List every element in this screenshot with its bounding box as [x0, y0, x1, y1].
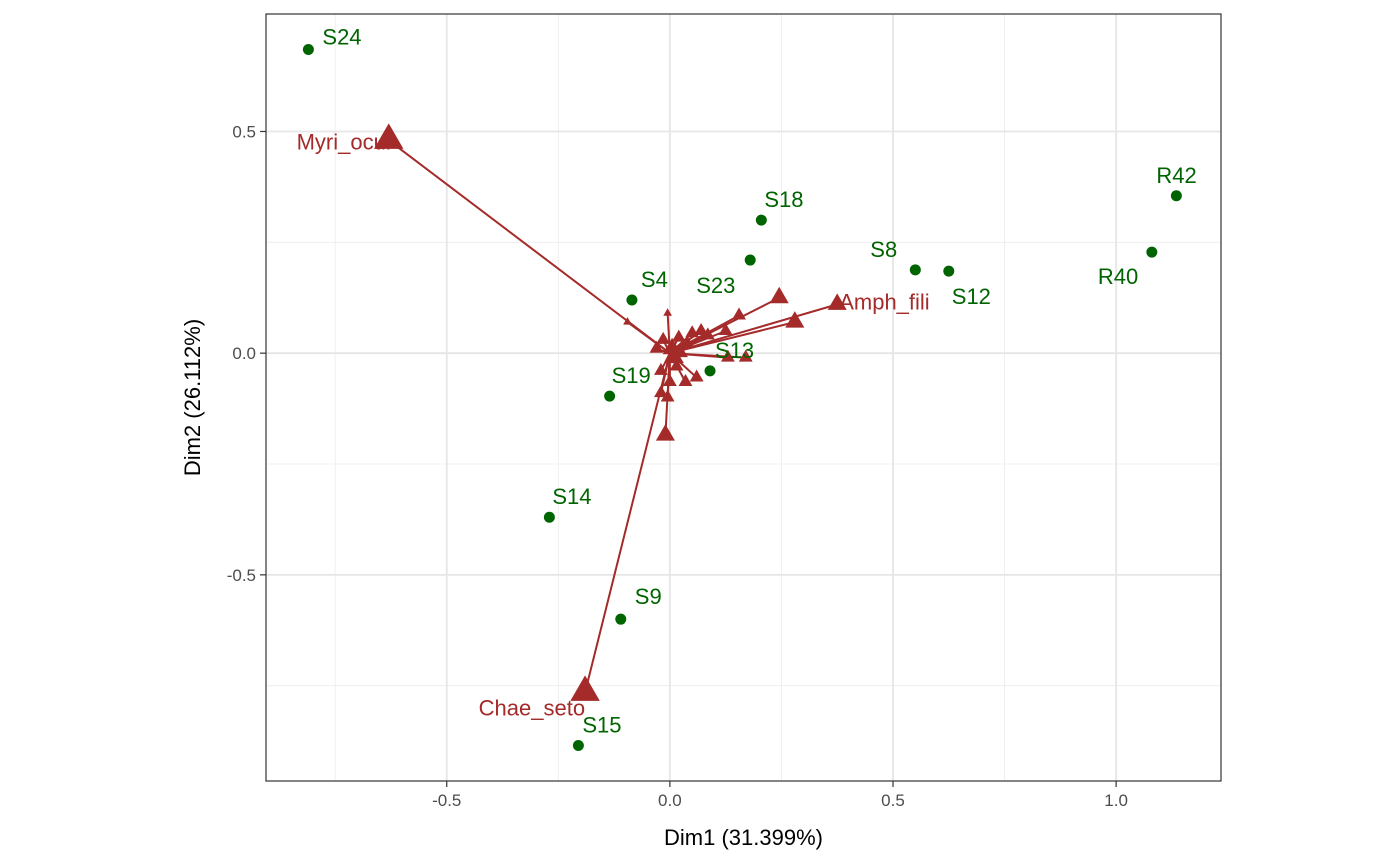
species-marker	[662, 337, 682, 355]
species-marker	[718, 322, 733, 335]
species-marker	[654, 362, 668, 375]
site-point	[755, 214, 767, 226]
y-tick-label: -0.5	[227, 566, 256, 585]
site-point	[604, 390, 616, 402]
species-marker	[570, 675, 600, 701]
species-marker	[732, 307, 746, 320]
axis-ticks: -0.5 0.0 0.5 1.0 -0.5 0.0 0.5	[227, 122, 1128, 810]
species-marker	[664, 346, 684, 364]
site-label: S12	[952, 284, 991, 309]
y-tick-label: 0.5	[232, 122, 256, 141]
site-label: S13	[715, 338, 754, 363]
species-marker	[680, 336, 695, 349]
site-label: S8	[870, 237, 897, 262]
species-marker	[694, 322, 709, 335]
y-tick-label: 0.0	[232, 344, 256, 363]
site-points	[302, 43, 1182, 752]
point-labels: S24 R42 S18 S8 S12 R40 S23 S4 S13 S19 S14 S9 S15 Myri…	[297, 24, 1197, 737]
site-label: S9	[635, 584, 662, 609]
species-markers	[373, 123, 847, 701]
species-marker	[663, 308, 672, 316]
x-tick-label: 1.0	[1104, 791, 1128, 810]
site-point	[943, 265, 955, 277]
panel-border	[265, 13, 1222, 782]
species-marker	[738, 349, 753, 362]
species-marker	[669, 358, 684, 371]
species-marker	[623, 317, 632, 325]
site-point	[1146, 246, 1158, 258]
species-marker	[827, 293, 847, 310]
species-arrow	[626, 321, 671, 354]
site-point	[572, 740, 584, 752]
species-marker	[720, 349, 735, 362]
species-arrow	[669, 303, 838, 355]
site-point	[1170, 190, 1182, 202]
site-label: R42	[1156, 163, 1196, 188]
site-point	[909, 264, 921, 276]
grid-lines	[266, 14, 1221, 781]
site-label: S15	[582, 713, 621, 738]
site-point	[704, 365, 716, 377]
species-marker	[769, 286, 789, 304]
species-arrow	[584, 352, 671, 693]
species-label: Chae_seto	[479, 695, 585, 720]
species-marker	[654, 385, 668, 398]
x-tick-label: -0.5	[432, 791, 461, 810]
site-label: S4	[641, 267, 668, 292]
y-axis-title: Dim2 (26.112%)	[180, 319, 205, 476]
site-label: R40	[1098, 264, 1138, 289]
species-marker	[700, 327, 715, 340]
species-marker	[649, 340, 664, 353]
species-marker	[373, 123, 404, 149]
species-marker	[785, 311, 805, 328]
site-point	[744, 254, 756, 266]
site-label: S14	[552, 484, 591, 509]
site-point	[626, 294, 638, 306]
site-point	[302, 43, 314, 55]
site-label: S24	[322, 24, 361, 49]
species-marker	[656, 331, 671, 344]
species-marker	[671, 329, 686, 342]
x-tick-label: 0.5	[881, 791, 905, 810]
species-marker	[655, 424, 675, 441]
site-label: S19	[612, 363, 651, 388]
species-marker	[660, 389, 675, 402]
site-label: S18	[764, 187, 803, 212]
site-point	[615, 613, 627, 625]
x-axis-title: Dim1 (31.399%)	[664, 825, 823, 850]
site-label: S23	[696, 273, 735, 298]
site-point	[543, 511, 555, 523]
species-label: Myri_ocul	[297, 129, 391, 154]
x-tick-label: 0.0	[658, 791, 682, 810]
species-marker	[662, 373, 677, 386]
species-marker	[678, 373, 693, 386]
species-marker	[685, 325, 700, 338]
species-marker	[689, 369, 704, 382]
species-label: Amph_fili	[839, 289, 929, 314]
species-arrow	[388, 139, 671, 354]
